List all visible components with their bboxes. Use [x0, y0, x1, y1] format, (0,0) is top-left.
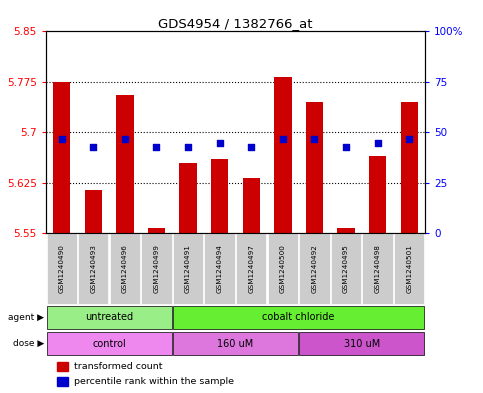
- Point: [89, 143, 97, 150]
- FancyBboxPatch shape: [362, 233, 393, 304]
- Point: [279, 135, 287, 141]
- FancyBboxPatch shape: [204, 233, 235, 304]
- Bar: [369, 156, 386, 233]
- Bar: [148, 228, 165, 233]
- Point: [342, 143, 350, 150]
- Text: GSM1240491: GSM1240491: [185, 244, 191, 293]
- Text: transformed count: transformed count: [73, 362, 162, 371]
- Bar: [57, 362, 68, 371]
- Point: [374, 140, 382, 146]
- Bar: [242, 178, 260, 233]
- Point: [121, 135, 129, 141]
- FancyBboxPatch shape: [46, 233, 77, 304]
- Bar: [85, 190, 102, 233]
- Point: [58, 135, 66, 141]
- Text: GSM1240492: GSM1240492: [312, 244, 317, 293]
- FancyBboxPatch shape: [394, 233, 425, 304]
- Bar: [116, 95, 134, 233]
- Text: dose ▶: dose ▶: [13, 339, 44, 348]
- Bar: [274, 77, 292, 233]
- Text: GSM1240496: GSM1240496: [122, 244, 128, 293]
- Text: GSM1240493: GSM1240493: [90, 244, 96, 293]
- Point: [153, 143, 160, 150]
- Text: untreated: untreated: [85, 312, 133, 322]
- FancyBboxPatch shape: [78, 233, 109, 304]
- Title: GDS4954 / 1382766_at: GDS4954 / 1382766_at: [158, 17, 313, 30]
- FancyBboxPatch shape: [173, 233, 203, 304]
- Point: [216, 140, 224, 146]
- Text: control: control: [92, 339, 126, 349]
- Text: GSM1240494: GSM1240494: [217, 244, 223, 293]
- Text: GSM1240501: GSM1240501: [406, 244, 412, 293]
- Text: 160 uM: 160 uM: [217, 339, 254, 349]
- Text: GSM1240500: GSM1240500: [280, 244, 286, 293]
- Bar: [179, 163, 197, 233]
- Text: cobalt chloride: cobalt chloride: [262, 312, 335, 322]
- FancyBboxPatch shape: [268, 233, 298, 304]
- Point: [405, 135, 413, 141]
- Bar: [211, 160, 228, 233]
- Text: 310 uM: 310 uM: [344, 339, 380, 349]
- Bar: [57, 377, 68, 386]
- Text: GSM1240490: GSM1240490: [58, 244, 65, 293]
- Point: [247, 143, 255, 150]
- Text: GSM1240497: GSM1240497: [248, 244, 254, 293]
- FancyBboxPatch shape: [46, 305, 171, 329]
- FancyBboxPatch shape: [110, 233, 140, 304]
- Point: [184, 143, 192, 150]
- Text: GSM1240495: GSM1240495: [343, 244, 349, 293]
- Point: [311, 135, 318, 141]
- FancyBboxPatch shape: [173, 332, 298, 355]
- FancyBboxPatch shape: [173, 305, 425, 329]
- Bar: [337, 228, 355, 233]
- FancyBboxPatch shape: [142, 233, 171, 304]
- Text: GSM1240499: GSM1240499: [154, 244, 159, 293]
- FancyBboxPatch shape: [299, 233, 329, 304]
- Bar: [306, 102, 323, 233]
- FancyBboxPatch shape: [331, 233, 361, 304]
- Text: GSM1240498: GSM1240498: [375, 244, 381, 293]
- FancyBboxPatch shape: [299, 332, 425, 355]
- Text: percentile rank within the sample: percentile rank within the sample: [73, 377, 234, 386]
- FancyBboxPatch shape: [236, 233, 267, 304]
- Text: agent ▶: agent ▶: [8, 313, 44, 322]
- FancyBboxPatch shape: [46, 332, 171, 355]
- Bar: [400, 102, 418, 233]
- Bar: [53, 82, 71, 233]
